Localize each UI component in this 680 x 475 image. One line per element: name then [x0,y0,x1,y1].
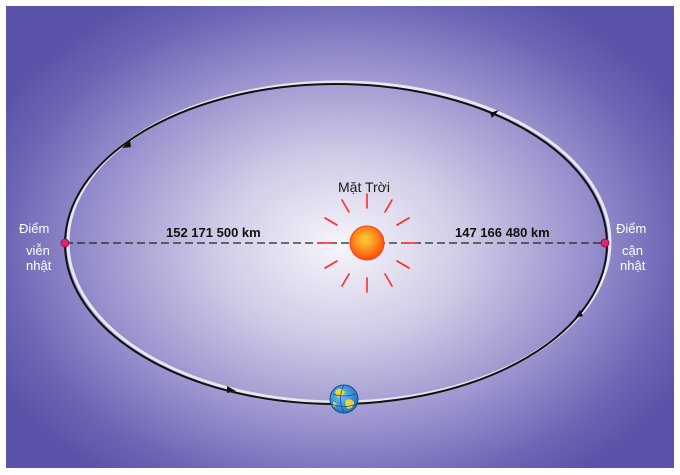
orbit-highlight [68,82,610,402]
perihelion-distance: 147 166 480 km [455,225,550,240]
aphelion-distance: 152 171 500 km [166,225,261,240]
aphelion-label-line1: Điểm [19,221,49,236]
perihelion-point [601,239,609,247]
aphelion-label-line2: viễn [26,243,50,258]
aphelion-label-line3: nhật [26,258,52,273]
sun-label: Mặt Trời [338,179,390,195]
perihelion-label-line1: Điểm [616,221,646,236]
aphelion-point [61,239,69,247]
perihelion-label-line3: nhật [620,258,646,273]
perihelion-label-line2: cận [622,243,643,258]
earth-icon [330,385,358,413]
sun-icon [350,226,384,260]
